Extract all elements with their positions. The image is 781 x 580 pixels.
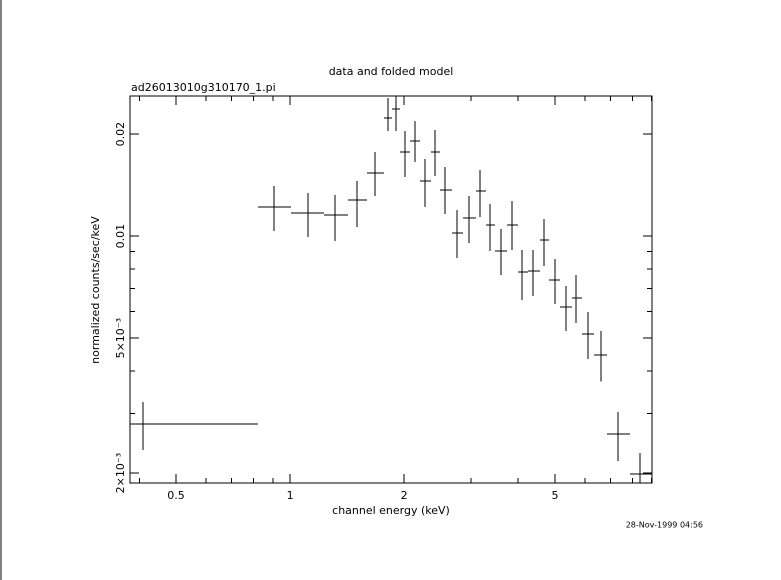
y-tick-label: 0.01 (114, 224, 127, 249)
x-axis-label: channel energy (keV) (332, 504, 450, 517)
y-axis-label: normalized counts/sec/keV (89, 216, 102, 364)
y-tick-label: 5×10⁻³ (114, 318, 127, 358)
timestamp: 28-Nov-1999 04:56 (626, 521, 703, 530)
y-tick-label: 2×10⁻³ (114, 453, 127, 493)
x-tick-label: 2 (401, 489, 408, 502)
chart-title: data and folded model (329, 65, 454, 78)
x-tick-label: 1 (287, 489, 294, 502)
data-marks (130, 96, 652, 483)
chart-subtitle: ad26013010g310170_1.pi (131, 81, 276, 94)
x-tick-label: 5 (551, 489, 558, 502)
plot-frame (129, 95, 653, 484)
x-tick-label: 0.5 (167, 489, 185, 502)
y-tick-label: 0.02 (114, 122, 127, 147)
